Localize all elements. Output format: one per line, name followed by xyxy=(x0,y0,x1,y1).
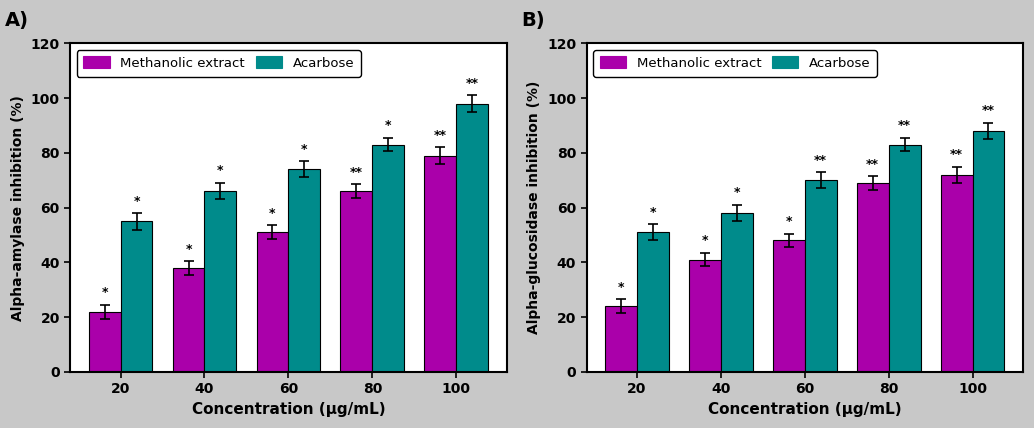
X-axis label: Concentration (μg/mL): Concentration (μg/mL) xyxy=(191,402,386,417)
Bar xyxy=(288,169,321,372)
Y-axis label: Alpha-amylase inhibition (%): Alpha-amylase inhibition (%) xyxy=(11,95,25,321)
Text: **: ** xyxy=(465,77,479,90)
Text: *: * xyxy=(733,186,740,199)
Bar xyxy=(941,175,973,372)
Bar xyxy=(888,145,920,372)
Bar xyxy=(89,312,121,372)
Legend: Methanolic extract, Acarbose: Methanolic extract, Acarbose xyxy=(594,50,877,77)
Text: B): B) xyxy=(521,11,545,30)
Bar xyxy=(772,241,804,372)
Bar xyxy=(173,268,205,372)
Text: *: * xyxy=(185,243,191,256)
Bar xyxy=(689,260,721,372)
Text: **: ** xyxy=(814,154,827,166)
Text: **: ** xyxy=(982,104,995,117)
Text: *: * xyxy=(217,164,223,178)
Text: *: * xyxy=(101,286,108,299)
Bar xyxy=(372,145,404,372)
Legend: Methanolic extract, Acarbose: Methanolic extract, Acarbose xyxy=(77,50,361,77)
Text: **: ** xyxy=(899,119,911,132)
Text: **: ** xyxy=(434,129,447,142)
Bar xyxy=(205,191,237,372)
Text: **: ** xyxy=(349,166,363,179)
Bar xyxy=(973,131,1004,372)
Bar xyxy=(256,232,288,372)
Text: *: * xyxy=(786,215,792,228)
Text: A): A) xyxy=(5,11,29,30)
Bar xyxy=(121,221,152,372)
Text: *: * xyxy=(649,205,656,219)
Text: *: * xyxy=(269,207,276,220)
Text: *: * xyxy=(385,119,392,132)
Bar xyxy=(637,232,669,372)
Bar xyxy=(804,180,837,372)
Text: **: ** xyxy=(950,148,963,161)
Bar xyxy=(424,155,456,372)
Text: *: * xyxy=(301,143,307,155)
Bar xyxy=(857,183,888,372)
Text: *: * xyxy=(617,281,625,294)
X-axis label: Concentration (μg/mL): Concentration (μg/mL) xyxy=(708,402,902,417)
Bar xyxy=(340,191,372,372)
Bar xyxy=(605,306,637,372)
Text: **: ** xyxy=(866,158,879,171)
Text: *: * xyxy=(702,234,708,247)
Bar xyxy=(721,213,753,372)
Text: *: * xyxy=(133,195,140,208)
Bar xyxy=(456,104,488,372)
Y-axis label: Alpha-glucosidase inhibition (%): Alpha-glucosidase inhibition (%) xyxy=(527,81,542,334)
